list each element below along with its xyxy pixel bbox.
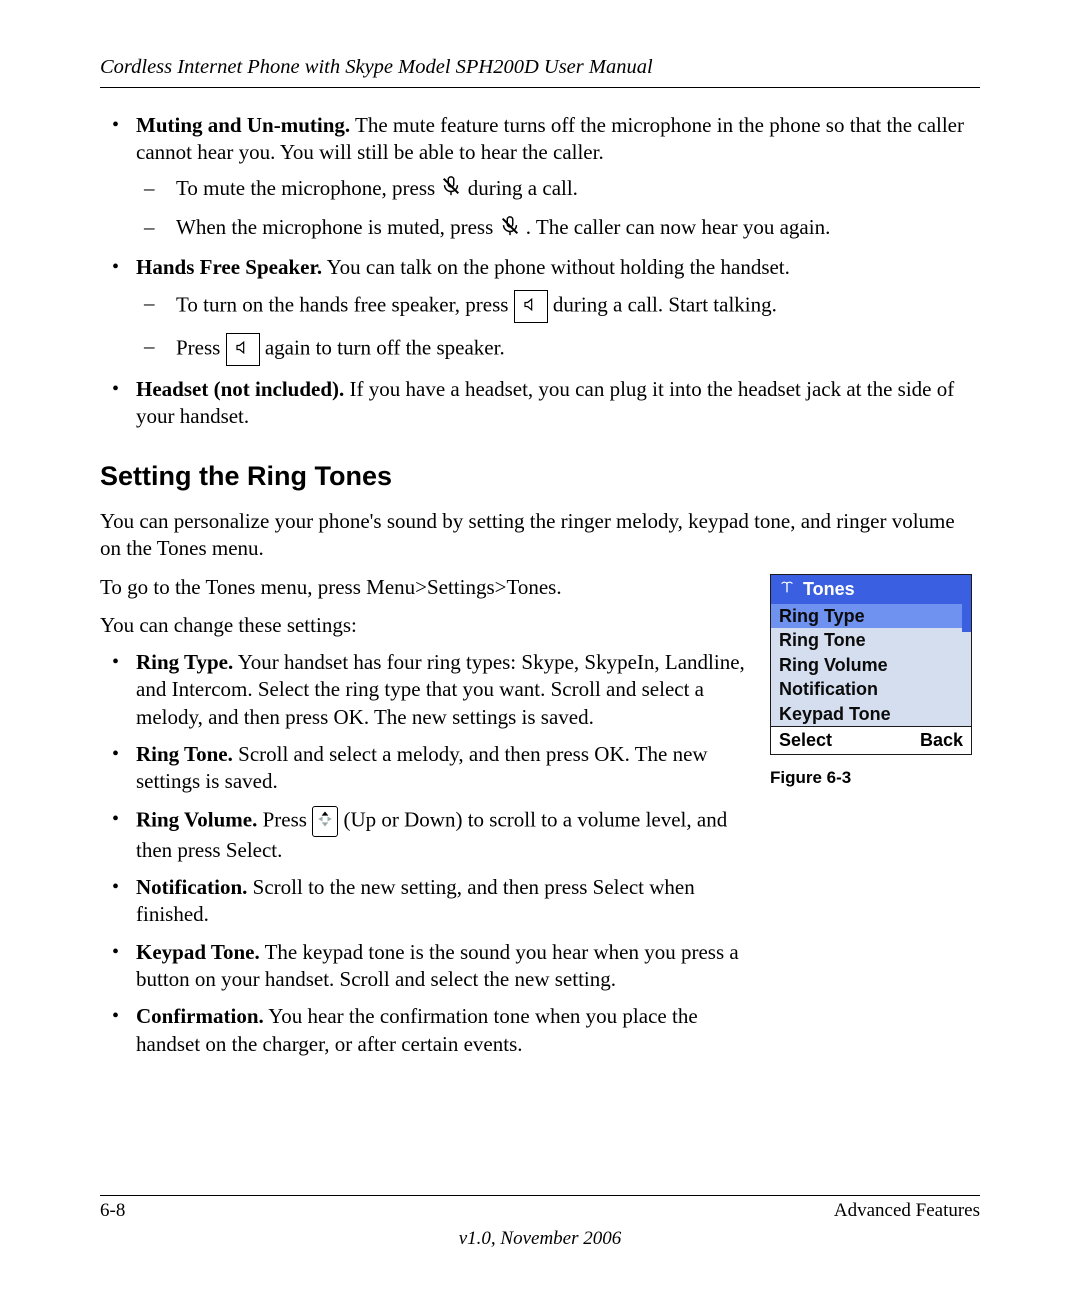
speaker-label: Hands Free Speaker. — [136, 255, 322, 279]
settings-list: Ring Type. Your handset has four ring ty… — [100, 649, 746, 1058]
mute-sub2-b: . The caller can now hear you again. — [526, 215, 831, 239]
section-p3: You can change these settings: — [100, 612, 746, 639]
notification-label: Notification. — [136, 875, 247, 899]
mute-sub2-a: When the microphone is muted, press — [176, 215, 499, 239]
phone-menu: Ring Type Ring Tone Ring Volume Notifica… — [771, 604, 971, 727]
section-p2: To go to the Tones menu, press Menu>Sett… — [100, 574, 746, 601]
footer: 6-8 Advanced Features v1.0, November 200… — [100, 1195, 980, 1250]
ring-tone-label: Ring Tone. — [136, 742, 233, 766]
speaker-sub1-b: during a call. Start talking. — [553, 292, 777, 316]
mute-sub-1: To mute the microphone, press during a c… — [136, 175, 980, 205]
setting-confirmation: Confirmation. You hear the confirmation … — [100, 1003, 746, 1058]
phone-scrollbar[interactable] — [962, 604, 971, 727]
ring-type-label: Ring Type. — [136, 650, 233, 674]
speaker-icon — [226, 333, 260, 366]
footer-version: v1.0, November 2006 — [100, 1228, 980, 1250]
feature-list: Muting and Un-muting. The mute feature t… — [100, 112, 980, 431]
ring-volume-text-a: Press — [257, 807, 312, 831]
section-title: Setting the Ring Tones — [100, 459, 980, 494]
setting-ring-tone: Ring Tone. Scroll and select a melody, a… — [100, 741, 746, 796]
speaker-sub1-a: To turn on the hands free speaker, press — [176, 292, 514, 316]
phone-header: Tones — [771, 575, 971, 604]
mute-sub1-a: To mute the microphone, press — [176, 176, 440, 200]
menu-item-ring-volume[interactable]: Ring Volume — [771, 653, 971, 678]
speaker-sub-1: To turn on the hands free speaker, press… — [136, 290, 980, 323]
confirmation-label: Confirmation. — [136, 1004, 264, 1028]
keypad-label: Keypad Tone. — [136, 940, 260, 964]
body: Muting and Un-muting. The mute feature t… — [100, 112, 980, 1068]
menu-item-notification[interactable]: Notification — [771, 677, 971, 702]
setting-ring-volume: Ring Volume. Press (Up or Down) to scrol… — [100, 806, 746, 865]
setting-ring-type: Ring Type. Your handset has four ring ty… — [100, 649, 746, 731]
ring-volume-label: Ring Volume. — [136, 807, 257, 831]
speaker-sub2-b: again to turn off the speaker. — [265, 335, 505, 359]
antenna-icon — [779, 578, 795, 601]
page-number: 6-8 — [100, 1200, 125, 1222]
mute-sub1-b: during a call. — [468, 176, 578, 200]
setting-keypad: Keypad Tone. The keypad tone is the soun… — [100, 939, 746, 994]
speaker-icon — [514, 290, 548, 323]
footer-rule — [100, 1195, 980, 1196]
mute-sub-2: When the microphone is muted, press . Th… — [136, 214, 980, 244]
phone-softkeys: Select Back — [771, 726, 971, 754]
phone-screen: Tones Ring Type Ring Tone Ring Volume No… — [770, 574, 972, 755]
softkey-back[interactable]: Back — [920, 729, 963, 752]
feature-speaker: Hands Free Speaker. You can talk on the … — [100, 254, 980, 366]
speaker-text: You can talk on the phone without holdin… — [322, 255, 790, 279]
menu-item-ring-tone[interactable]: Ring Tone — [771, 628, 971, 653]
mute-label: Muting and Un-muting. — [136, 113, 350, 137]
section-p1: You can personalize your phone's sound b… — [100, 508, 980, 563]
footer-section: Advanced Features — [834, 1200, 980, 1222]
speaker-sub2-a: Press — [176, 335, 226, 359]
speaker-sub-2: Press again to turn off the speaker. — [136, 333, 980, 366]
mic-mute-icon — [440, 175, 462, 204]
softkey-select[interactable]: Select — [779, 729, 832, 752]
feature-mute: Muting and Un-muting. The mute feature t… — [100, 112, 980, 244]
nav-up-down-icon — [312, 806, 338, 837]
mic-mute-icon — [499, 215, 521, 244]
feature-headset: Headset (not included). If you have a he… — [100, 376, 980, 431]
running-head: Cordless Internet Phone with Skype Model… — [100, 56, 980, 79]
phone-title: Tones — [803, 578, 855, 601]
menu-item-keypad-tone[interactable]: Keypad Tone — [771, 702, 971, 727]
header-rule — [100, 87, 980, 88]
figure-caption: Figure 6-3 — [770, 767, 980, 789]
setting-notification: Notification. Scroll to the new setting,… — [100, 874, 746, 929]
menu-item-ring-type[interactable]: Ring Type — [771, 604, 971, 629]
headset-label: Headset (not included). — [136, 377, 344, 401]
